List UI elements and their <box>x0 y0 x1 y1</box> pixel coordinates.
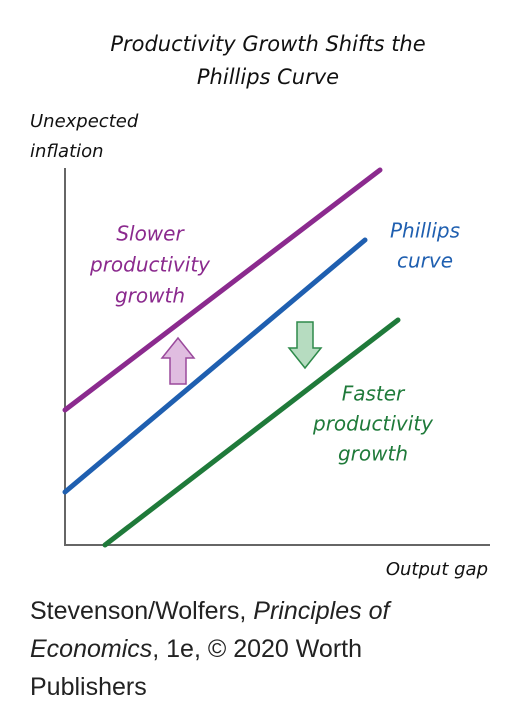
curve-label: growth <box>338 442 408 466</box>
curve-faster <box>102 317 401 548</box>
curve-label: productivity <box>89 253 211 277</box>
curve-label: Faster <box>342 382 406 406</box>
curve-label: growth <box>115 284 185 308</box>
arrow-down <box>287 321 323 370</box>
diagram: Productivity Growth Shifts the Phillips … <box>30 32 490 580</box>
caption-rest: , 1e, © 2020 Worth Publishers <box>30 635 363 701</box>
title-line: Phillips Curve <box>197 65 339 89</box>
curve-label: Slower <box>116 222 185 246</box>
caption: Stevenson/Wolfers, Principles of Economi… <box>30 592 470 706</box>
y-axis-label: inflation <box>30 141 104 162</box>
curve-label: Phillips <box>390 219 460 243</box>
curve-label: productivity <box>312 412 434 436</box>
x-axis-label: Output gap <box>386 559 488 580</box>
curve-slower <box>62 167 383 413</box>
y-axis-label: Unexpected <box>30 111 139 132</box>
title-line: Productivity Growth Shifts the <box>110 32 425 56</box>
curve-phillips <box>62 237 368 495</box>
curve-label: curve <box>397 249 453 273</box>
caption-author: Stevenson/Wolfers, <box>30 597 254 625</box>
caption-book: Principles of Economics <box>30 597 390 663</box>
arrow-up <box>160 336 196 385</box>
